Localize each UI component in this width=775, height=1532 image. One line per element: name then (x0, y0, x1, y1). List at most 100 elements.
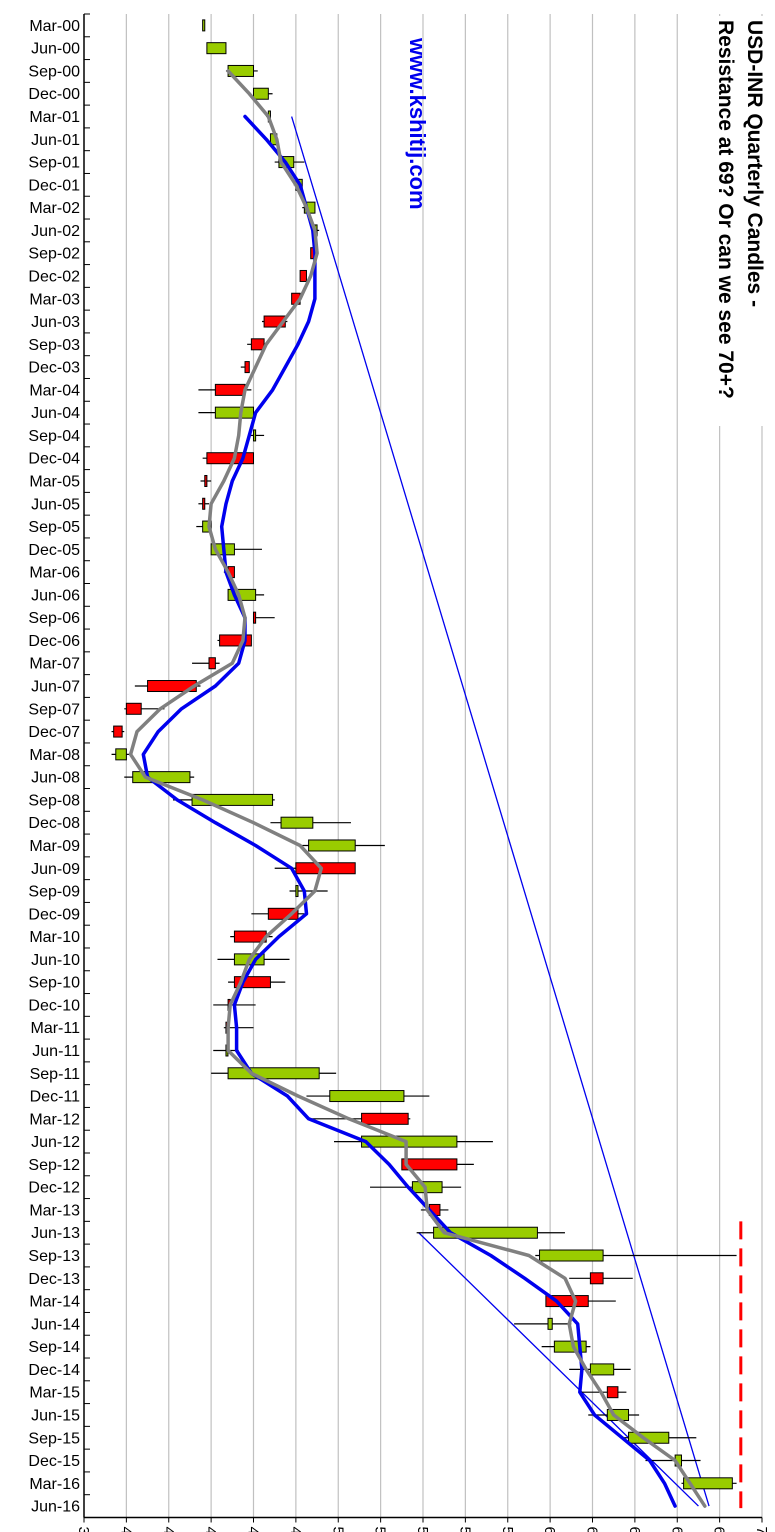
candle-Dec-04 (206, 452, 254, 465)
value-label-54: 54 (414, 1526, 431, 1532)
website-text: www.kshitij.com (405, 37, 430, 210)
value-label-64: 64 (626, 1526, 643, 1532)
candle-Sep-10 (233, 976, 271, 989)
candle-Sep-11 (227, 1067, 320, 1080)
candle-Mar-07 (208, 657, 216, 670)
quarter-label-Jun-15: Jun-15 (31, 1407, 80, 1424)
candle-Sep-03 (250, 338, 265, 351)
candle-Mar-12 (361, 1112, 409, 1125)
quarter-label-Mar-14: Mar-14 (29, 1294, 80, 1311)
quarter-label-Jun-16: Jun-16 (31, 1499, 80, 1516)
trend-line-1 (291, 116, 710, 1507)
candle-Sep-09 (295, 885, 299, 898)
value-labels: 38 40 42 44 46 48 50 52 54 56 58 60 62 64 66 68 70 (75, 1526, 770, 1532)
value-label-50: 50 (329, 1526, 346, 1532)
quarter-label-Dec-08: Dec-08 (28, 815, 80, 832)
quarter-label-Dec-11: Dec-11 (30, 1089, 80, 1106)
candle-Sep-07 (125, 702, 142, 715)
quarter-label-Dec-12: Dec-12 (28, 1180, 80, 1197)
candle-Jun-09 (295, 862, 356, 875)
value-label-48: 48 (287, 1526, 304, 1532)
blue-average-line (141, 114, 677, 1508)
quarter-label-Sep-09: Sep-09 (28, 884, 80, 901)
quarter-label-Jun-01: Jun-01 (31, 132, 80, 149)
candle-Jun-12 (361, 1135, 458, 1148)
quarter-label-Dec-15: Dec-15 (28, 1453, 80, 1470)
quarter-label-Sep-06: Sep-06 (28, 610, 80, 627)
candle-Mar-14 (545, 1295, 589, 1308)
quarter-label-Mar-16: Mar-16 (29, 1476, 80, 1493)
quarter-label-Dec-07: Dec-07 (28, 724, 80, 741)
quarter-label-Jun-04: Jun-04 (31, 405, 80, 422)
quarter-label-Dec-10: Dec-10 (28, 997, 80, 1014)
quarter-label-Mar-09: Mar-09 (29, 838, 80, 855)
quarter-label-Jun-07: Jun-07 (31, 679, 80, 696)
candle-Dec-07 (113, 725, 123, 738)
candle-Sep-14 (553, 1340, 587, 1353)
candle-Jun-00 (206, 42, 227, 55)
value-label-66: 66 (668, 1526, 685, 1532)
quarter-label-Dec-05: Dec-05 (28, 542, 80, 559)
value-label-38: 38 (75, 1526, 92, 1532)
candle-Dec-00 (253, 87, 269, 100)
average-lines (128, 69, 707, 1508)
quarter-label-Mar-06: Mar-06 (29, 565, 80, 582)
quarter-label-Dec-09: Dec-09 (28, 906, 80, 923)
website-watermark: www.kshitij.com (405, 37, 430, 210)
candle-Jun-15 (606, 1408, 630, 1421)
quarter-label-Dec-04: Dec-04 (28, 451, 80, 468)
quarter-label-Mar-05: Mar-05 (29, 473, 80, 490)
candle-Mar-08 (115, 748, 127, 761)
candle-Dec-12 (411, 1181, 443, 1194)
quarter-label-Sep-04: Sep-04 (28, 428, 80, 445)
value-gridlines (125, 14, 763, 1518)
quarter-label-Sep-13: Sep-13 (28, 1248, 80, 1265)
quarter-label-Mar-13: Mar-13 (29, 1202, 80, 1219)
candle-bodies (113, 19, 733, 1490)
quarter-label-Mar-11: Mar-11 (31, 1020, 81, 1037)
quarter-label-Sep-07: Sep-07 (28, 701, 80, 718)
quarter-label-Sep-12: Sep-12 (28, 1157, 80, 1174)
candle-Sep-06 (253, 611, 257, 624)
quarter-label-Mar-02: Mar-02 (29, 200, 80, 217)
candle-wicks (111, 24, 737, 1484)
quarter-labels: Mar-00 Jun-00 Sep-00 Dec-00 Mar-01 Jun-01 Sep-… (28, 18, 80, 1516)
quarter-label-Jun-06: Jun-06 (31, 587, 80, 604)
quarter-label-Mar-10: Mar-10 (29, 929, 80, 946)
quarter-label-Jun-13: Jun-13 (31, 1225, 80, 1242)
candle-Mar-09 (308, 839, 356, 852)
candle-Mar-05 (204, 474, 208, 487)
quarter-label-Jun-11: Jun-11 (32, 1043, 80, 1060)
value-label-40: 40 (117, 1526, 134, 1532)
candle-Dec-02 (299, 269, 307, 282)
quarter-label-Sep-15: Sep-15 (28, 1430, 80, 1447)
value-label-52: 52 (372, 1526, 389, 1532)
axes (83, 13, 763, 1523)
candle-Dec-13 (589, 1272, 604, 1285)
quarter-label-Dec-03: Dec-03 (28, 360, 80, 377)
quarter-label-Jun-09: Jun-09 (31, 861, 80, 878)
value-label-58: 58 (499, 1526, 516, 1532)
value-label-68: 68 (711, 1526, 728, 1532)
quarter-label-Dec-06: Dec-06 (28, 633, 80, 650)
candle-Dec-11 (329, 1090, 405, 1103)
quarter-label-Mar-08: Mar-08 (29, 747, 80, 764)
quarter-label-Jun-14: Jun-14 (31, 1316, 80, 1333)
candle-Mar-00 (202, 19, 206, 32)
quarter-label-Mar-07: Mar-07 (29, 656, 80, 673)
quarter-label-Dec-02: Dec-02 (28, 268, 80, 285)
candle-Mar-15 (606, 1386, 619, 1399)
candle-Jun-04 (214, 406, 255, 419)
quarter-label-Dec-14: Dec-14 (28, 1362, 80, 1379)
quarter-label-Mar-12: Mar-12 (29, 1111, 80, 1128)
quarter-label-Sep-14: Sep-14 (28, 1339, 80, 1356)
quarter-label-Jun-10: Jun-10 (31, 952, 80, 969)
candle-Dec-08 (280, 816, 314, 829)
candle-Jun-14 (547, 1317, 553, 1330)
quarter-label-Sep-00: Sep-00 (28, 63, 80, 80)
candle-Sep-12 (401, 1158, 458, 1171)
chart-title: USD-INR Quarterly Candles - Resistance a… (711, 16, 766, 426)
quarter-label-Dec-13: Dec-13 (28, 1271, 80, 1288)
quarter-label-Sep-02: Sep-02 (28, 246, 80, 263)
value-label-60: 60 (541, 1526, 558, 1532)
